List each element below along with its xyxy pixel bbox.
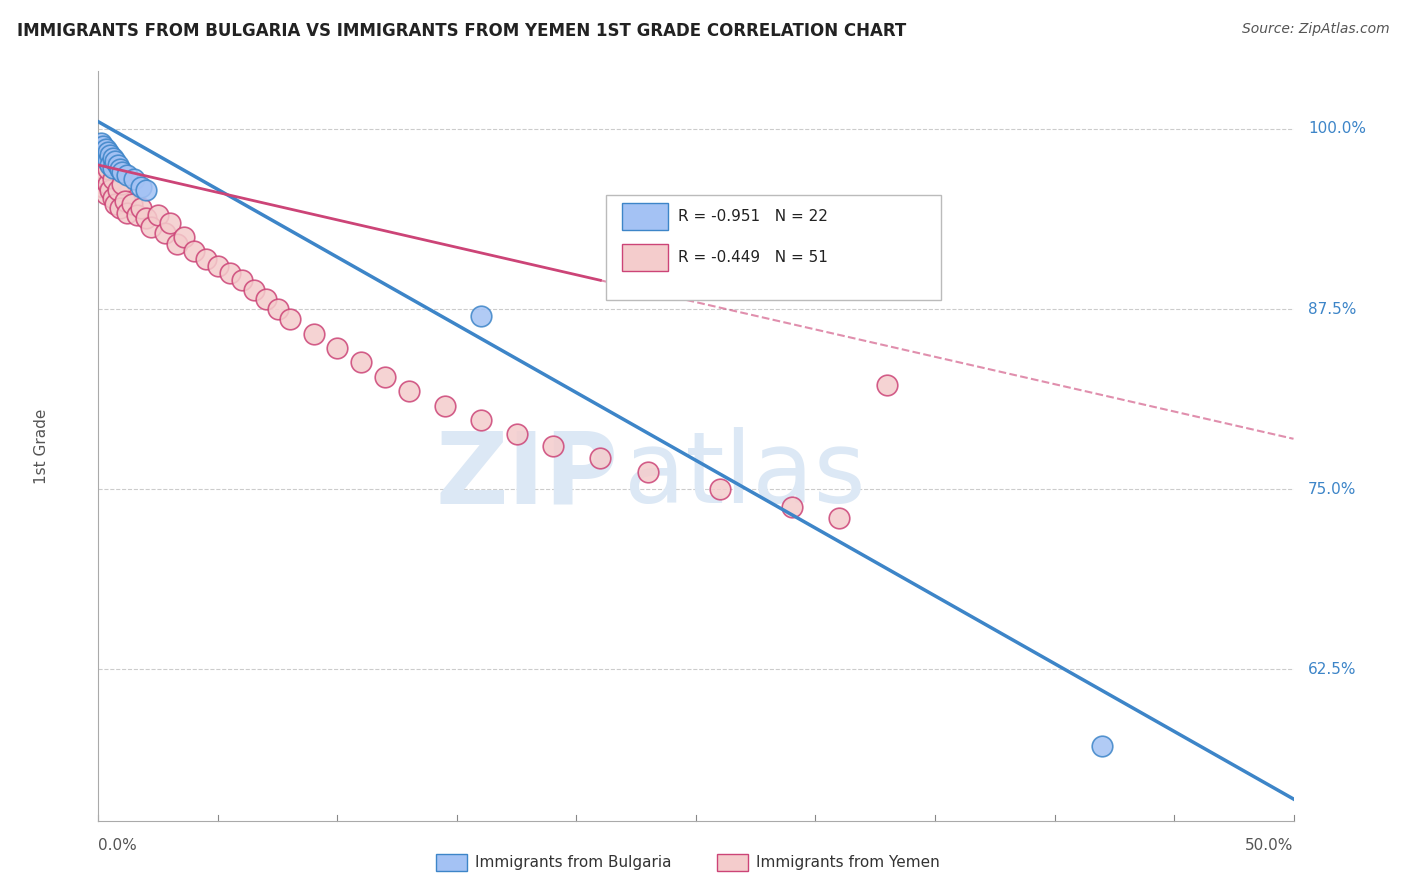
Point [243,284,266,298]
Point [97,153,120,168]
Point [101,161,124,175]
Point [254,292,277,306]
Text: Immigrants from Yemen: Immigrants from Yemen [756,855,941,870]
Point [828,511,851,525]
Point [94,151,117,165]
Point [121,197,143,211]
Point [159,216,181,230]
Point [98,182,122,196]
Point [148,209,170,223]
Point [139,219,162,234]
Point [231,273,253,287]
Point [108,201,131,215]
Point [219,266,242,280]
Text: R = -0.951   N = 22: R = -0.951 N = 22 [678,210,828,224]
Text: 100.0%: 100.0% [1308,121,1365,136]
Point [91,165,114,179]
Point [398,384,420,399]
Point [173,230,195,244]
Point [124,172,146,186]
Point [111,165,134,179]
Point [108,162,131,177]
Text: IMMIGRANTS FROM BULGARIA VS IMMIGRANTS FROM YEMEN 1ST GRADE CORRELATION CHART: IMMIGRANTS FROM BULGARIA VS IMMIGRANTS F… [17,22,905,40]
Point [131,201,153,215]
Point [166,237,188,252]
Point [114,194,136,208]
Point [97,162,120,177]
Point [115,205,138,219]
Text: 62.5%: 62.5% [1308,662,1357,677]
Point [267,302,290,317]
Text: Immigrants from Bulgaria: Immigrants from Bulgaria [475,855,672,870]
Point [107,182,129,196]
Text: atlas: atlas [624,427,866,524]
FancyBboxPatch shape [606,195,941,300]
Point [91,179,114,194]
Point [434,399,457,413]
Point [350,355,373,369]
FancyBboxPatch shape [621,244,668,271]
Point [780,500,803,514]
Point [104,153,127,168]
Point [90,136,112,151]
Point [91,139,114,153]
Point [125,209,148,223]
Point [470,413,492,427]
Point [183,244,205,259]
Point [98,148,122,162]
Point [115,168,138,182]
Point [135,211,157,226]
Point [1091,739,1114,753]
Point [101,191,124,205]
Point [637,465,659,479]
Point [94,168,117,182]
Text: 1st Grade: 1st Grade [34,409,49,483]
Point [97,145,120,159]
Point [98,158,122,172]
Text: Source: ZipAtlas.com: Source: ZipAtlas.com [1241,22,1389,37]
Text: 0.0%: 0.0% [98,838,138,853]
Text: ZIP: ZIP [436,427,619,524]
Point [278,312,301,326]
Point [135,182,157,196]
Point [90,172,112,186]
Point [97,177,120,191]
Point [326,341,349,355]
Point [195,252,218,266]
Point [101,151,124,165]
Point [374,369,396,384]
Point [111,177,134,191]
Point [302,326,325,341]
Point [207,259,229,273]
Point [709,482,731,496]
Point [876,378,898,392]
FancyBboxPatch shape [621,203,668,230]
Point [131,179,153,194]
Point [541,439,564,453]
Point [94,186,117,201]
Text: 87.5%: 87.5% [1308,301,1357,317]
Point [470,310,492,324]
Point [94,142,117,156]
Point [506,427,529,442]
Point [104,197,127,211]
Point [91,148,114,162]
Point [90,153,112,168]
Text: 75.0%: 75.0% [1308,482,1357,497]
Point [155,226,177,240]
Text: R = -0.449   N = 51: R = -0.449 N = 51 [678,251,828,266]
Text: 50.0%: 50.0% [1246,838,1294,853]
Point [589,450,612,465]
Point [101,172,124,186]
Point [90,144,112,158]
Point [107,158,129,172]
